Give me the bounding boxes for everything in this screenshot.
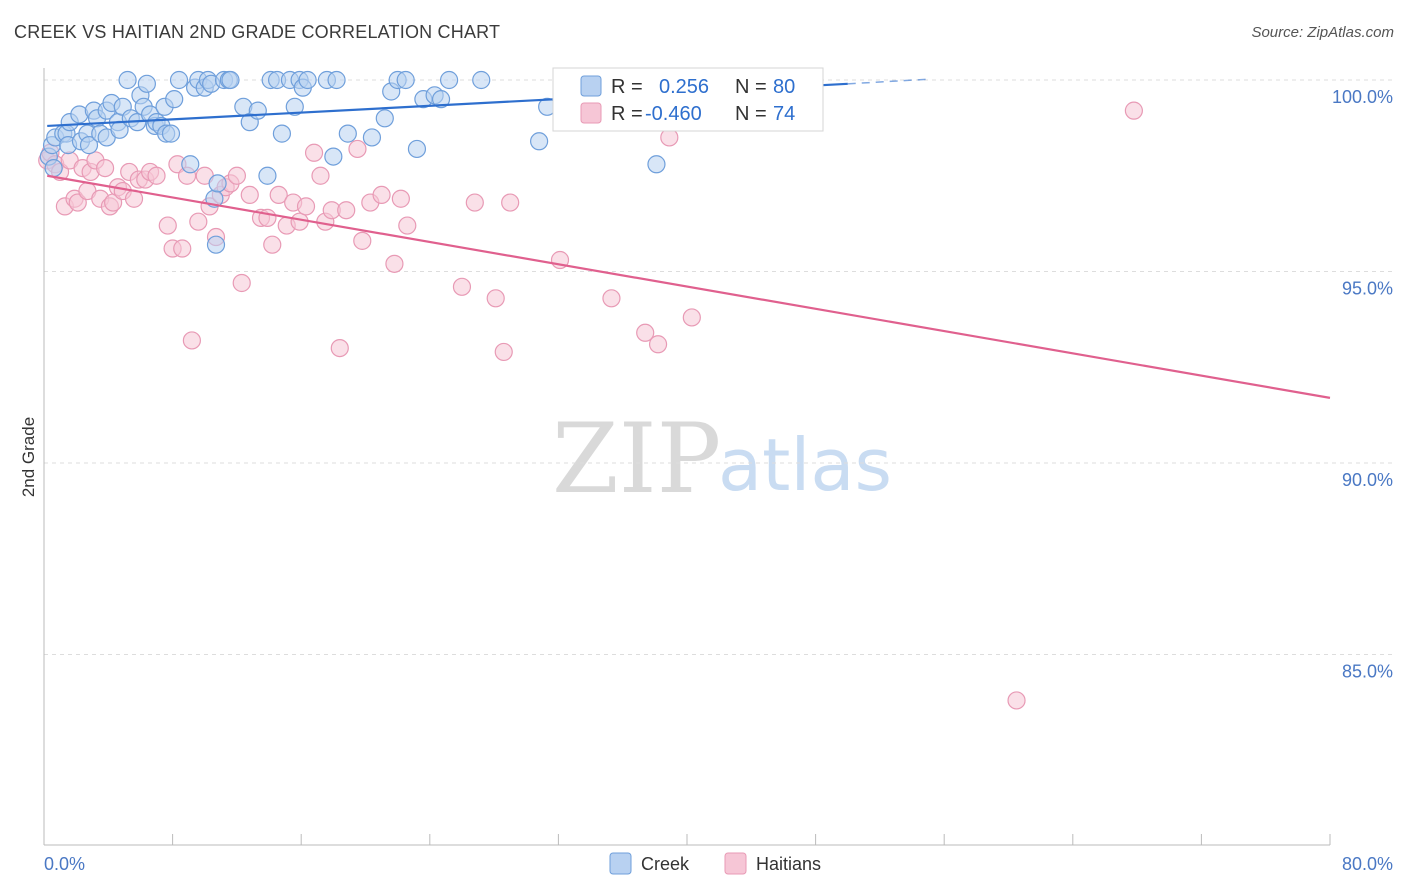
haitians-point [269,185,288,204]
haitians-point [330,339,349,358]
haitians-point [385,254,404,273]
creek-r-label: R = [611,76,643,98]
correlation-legend: R = 0.256 N = 80 R = -0.460 N = 74 [552,67,824,132]
haitians-point [240,185,259,204]
haitians-point [348,139,367,159]
creek-point [118,70,137,90]
x-ticks [43,834,1331,845]
haitians-point [263,235,282,254]
haitians-point [304,143,324,162]
creek-point [248,101,267,120]
x-tick-label-min: 0.0% [44,854,85,874]
haitians-point [173,239,192,258]
haitians-n-label: N = [735,103,767,125]
creek-point [169,70,189,90]
haitians-point [353,231,372,250]
y-tick-label: 100.0% [1332,87,1393,107]
y-tick-label: 95.0% [1342,279,1393,299]
creek-point [208,174,227,193]
creek-point [79,136,99,155]
haitians-point [602,289,621,308]
haitians-series-label: Haitians [756,854,821,874]
series-legend: Creek Haitians [609,852,821,875]
haitians-point [648,335,668,354]
chart-title: CREEK VS HAITIAN 2ND GRADE CORRELATION C… [14,22,501,42]
watermark-zip: ZIP [552,403,721,515]
creek-point [530,132,549,151]
haitians-point [182,331,201,350]
creek-point [647,155,666,174]
creek-point [285,97,304,116]
creek-n-value: 80 [773,76,795,98]
creek-point [431,90,451,109]
haitians-point [398,216,417,235]
creek-point [472,70,491,90]
haitians-point [486,289,505,308]
haitians-point [1124,101,1143,120]
haitians-point [682,308,701,327]
creek-point [439,70,459,90]
haitians-n-value: 74 [773,103,795,125]
haitians-point [391,189,410,208]
gridlines [44,79,1395,655]
haitians-point [296,197,316,216]
haitians-point [227,166,246,185]
creek-point [324,147,343,166]
y-tick-label: 85.0% [1342,662,1393,682]
haitians-r-label: R = [611,103,643,125]
creek-legend-swatch [580,75,602,97]
haitians-r-value: -0.460 [645,103,702,125]
haitians-series-swatch [724,852,747,875]
haitians-legend-swatch [580,102,602,124]
x-tick-label-max: 80.0% [1342,854,1393,874]
haitians-point [95,158,115,178]
haitians-point [232,273,251,293]
creek-point [407,139,427,159]
creek-point [338,124,357,143]
creek-point [181,155,200,174]
haitians-trend-line [47,174,1331,399]
y-axis-label: 2nd Grade [19,417,38,497]
creek-point [258,166,277,185]
haitians-point [372,185,391,204]
y-tick-labels: 100.0% 95.0% 90.0% 85.0% [1332,87,1393,682]
source-label: Source: ZipAtlas.com [1251,24,1394,41]
haitians-point [189,212,208,231]
haitians-point [311,166,330,185]
creek-point [206,235,226,254]
creek-point [298,70,317,90]
haitians-point [290,212,309,231]
watermark-atlas: atlas [718,423,892,507]
haitians-point [337,201,356,220]
haitians-point [158,216,177,235]
haitians-point [452,277,472,296]
creek-points [39,70,772,254]
creek-point [327,70,346,90]
haitians-point [501,193,520,212]
creek-point [362,128,382,147]
creek-point [137,74,156,93]
haitians-point [147,166,166,185]
haitians-point [465,193,484,212]
haitians-point [636,323,655,342]
creek-series-label: Creek [641,854,690,874]
creek-r-value: 0.256 [659,76,709,98]
y-tick-label: 90.0% [1342,470,1393,490]
creek-point [375,109,394,128]
creek-point [221,70,240,90]
creek-point [396,70,415,90]
creek-point [165,90,184,109]
creek-n-label: N = [735,76,767,98]
haitians-point [1007,691,1026,710]
creek-series-swatch [609,852,632,875]
haitians-point [494,342,513,362]
creek-point [44,158,63,178]
creek-point [272,124,292,143]
creek-point [161,124,181,143]
